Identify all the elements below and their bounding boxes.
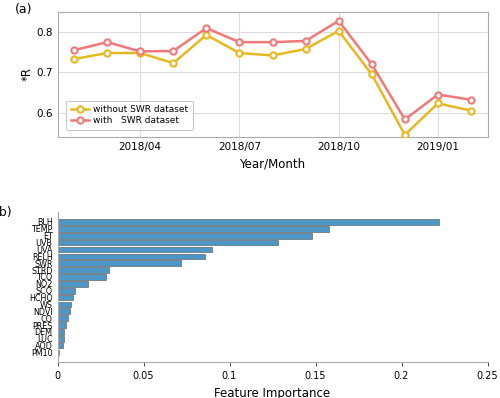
Bar (58, 329, 64, 335)
Bar (58, 267, 109, 273)
Bar (58, 336, 64, 341)
Bar (58, 288, 74, 293)
without SWR dataset (236, 51, 242, 55)
without SWR dataset (270, 53, 276, 58)
without SWR dataset (137, 51, 143, 55)
Bar (58, 350, 59, 355)
Bar (58, 260, 182, 266)
with   SWR dataset (236, 40, 242, 45)
with   SWR dataset (270, 40, 276, 45)
with   SWR dataset (435, 92, 441, 97)
Bar (58, 226, 330, 232)
with   SWR dataset (71, 48, 77, 53)
Y-axis label: *R: *R (20, 67, 34, 81)
without SWR dataset (368, 72, 374, 77)
Bar (58, 322, 66, 328)
without SWR dataset (71, 57, 77, 61)
with   SWR dataset (104, 40, 110, 45)
Bar (58, 247, 212, 252)
Text: (b): (b) (0, 206, 13, 219)
without SWR dataset (104, 51, 110, 55)
Bar (58, 219, 440, 225)
with   SWR dataset (170, 49, 176, 53)
without SWR dataset (435, 101, 441, 106)
Bar (58, 233, 312, 238)
with   SWR dataset (336, 18, 342, 23)
with   SWR dataset (402, 117, 408, 122)
Bar (58, 315, 68, 321)
Bar (58, 302, 71, 307)
Bar (58, 240, 278, 246)
without SWR dataset (170, 61, 176, 66)
with   SWR dataset (368, 62, 374, 67)
X-axis label: Year/Month: Year/Month (240, 157, 306, 170)
without SWR dataset (336, 29, 342, 33)
Line: with   SWR dataset: with SWR dataset (71, 18, 474, 123)
with   SWR dataset (137, 49, 143, 54)
Text: (a): (a) (14, 3, 32, 16)
Bar (58, 274, 106, 280)
Bar (58, 343, 62, 349)
with   SWR dataset (204, 25, 210, 30)
Legend: without SWR dataset, with   SWR dataset: without SWR dataset, with SWR dataset (66, 101, 193, 130)
X-axis label: Feature Importance: Feature Importance (214, 387, 330, 398)
Bar (58, 295, 73, 300)
Bar (58, 308, 70, 314)
Line: without SWR dataset: without SWR dataset (71, 28, 474, 138)
Bar (58, 281, 88, 287)
without SWR dataset (204, 33, 210, 37)
without SWR dataset (402, 133, 408, 137)
without SWR dataset (302, 47, 308, 51)
Bar (58, 254, 206, 259)
without SWR dataset (468, 108, 474, 113)
with   SWR dataset (302, 39, 308, 43)
with   SWR dataset (468, 98, 474, 102)
